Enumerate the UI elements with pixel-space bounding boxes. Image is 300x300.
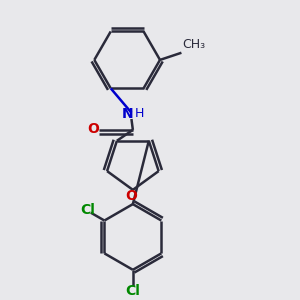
Text: H: H — [135, 107, 144, 120]
Text: CH₃: CH₃ — [182, 38, 206, 51]
Text: O: O — [88, 122, 99, 136]
Text: N: N — [121, 107, 133, 121]
Text: Cl: Cl — [80, 203, 95, 218]
Text: Cl: Cl — [125, 284, 140, 298]
Text: O: O — [125, 189, 137, 203]
